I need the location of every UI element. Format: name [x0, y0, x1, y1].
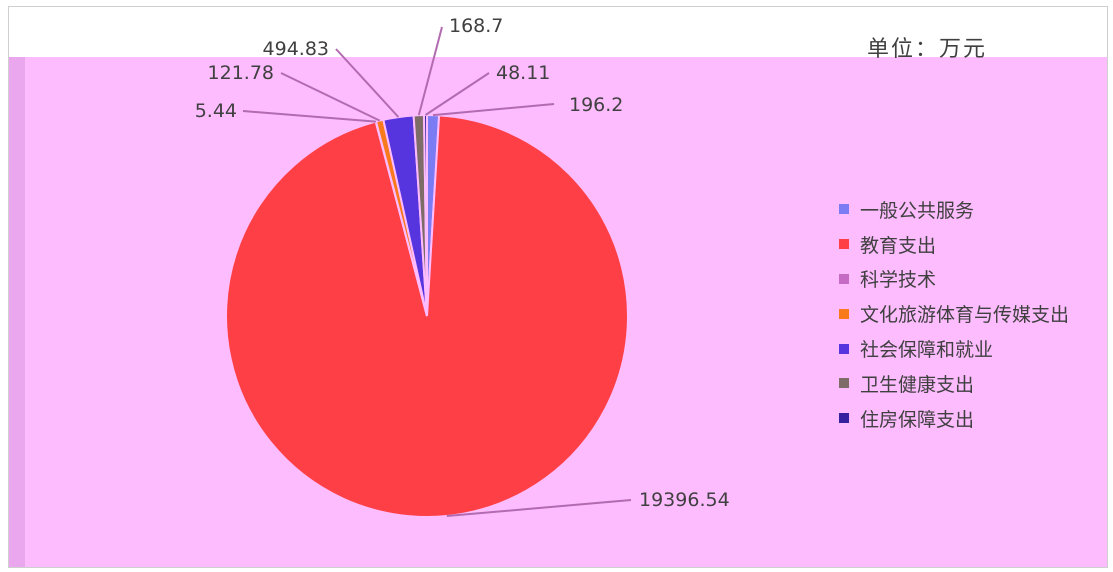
legend-label: 科学技术 — [860, 269, 937, 292]
leader-line-1 — [432, 103, 555, 117]
data-label-3: 5.44 — [195, 100, 237, 122]
leader-line-3 — [242, 110, 376, 123]
leader-line-5 — [335, 48, 400, 118]
legend-swatch — [839, 378, 849, 389]
legend-item: 文化旅游体育与传媒支出 — [839, 296, 1069, 331]
legend-swatch — [839, 343, 849, 354]
leader-line-4 — [280, 72, 381, 122]
legend-swatch — [839, 239, 849, 250]
data-label-1: 196.2 — [569, 94, 623, 116]
data-label-4: 121.78 — [208, 62, 274, 84]
legend-label: 社会保障和就业 — [860, 339, 994, 362]
legend-label: 卫生健康支出 — [860, 373, 975, 396]
left-edge-strip — [9, 57, 25, 567]
data-label-5: 494.83 — [263, 38, 329, 60]
legend-swatch — [839, 204, 849, 215]
legend-label: 一般公共服务 — [860, 199, 975, 222]
legend-item: 卫生健康支出 — [839, 366, 1069, 401]
legend-item: 住房保障支出 — [839, 401, 1069, 436]
leader-line-2 — [446, 499, 632, 518]
legend-item: 科学技术 — [839, 262, 1069, 297]
legend-swatch — [839, 413, 849, 424]
legend-swatch — [839, 273, 849, 284]
data-label-2: 19396.54 — [639, 489, 730, 511]
legend: 一般公共服务 教育支出科学技术文化旅游体育与传媒支出 社会保障和就业 卫生健康支出 住房… — [839, 192, 1069, 436]
legend-item: 社会保障和就业 — [839, 331, 1069, 366]
data-label-6: 168.7 — [449, 15, 503, 37]
legend-item: 教育支出 — [839, 227, 1069, 262]
leader-line-6 — [417, 26, 443, 116]
data-label-7: 48.11 — [496, 62, 550, 84]
legend-label: 教育支出 — [860, 234, 937, 257]
leader-line-7 — [424, 72, 490, 116]
legend-item: 一般公共服务 — [839, 192, 1069, 227]
pie-slice-2 — [225, 114, 629, 518]
legend-swatch — [839, 308, 849, 319]
legend-label: 文化旅游体育与传媒支出 — [860, 304, 1070, 327]
unit-label: 单位：万元 — [867, 37, 988, 62]
chart-frame: 单位：万元 196.2 19396.54 5.44 121.78 494.83 168.7… — [8, 6, 1108, 568]
legend-label: 住房保障支出 — [860, 408, 975, 431]
